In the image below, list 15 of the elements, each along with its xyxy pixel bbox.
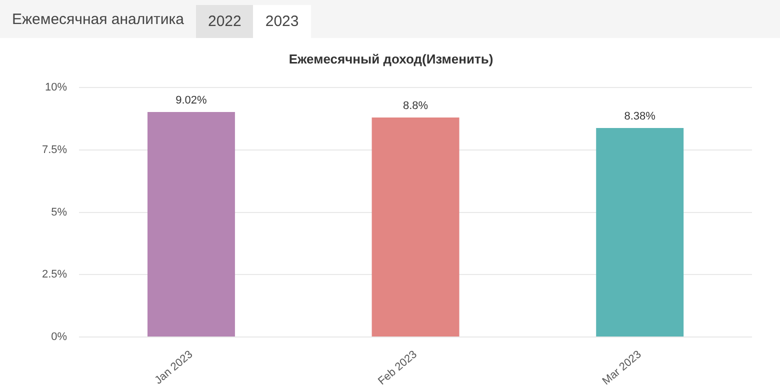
data-label: 8.8% (402, 100, 428, 112)
data-label: 8.38% (624, 110, 656, 123)
y-tick-label: 0% (51, 331, 68, 344)
chart-title: Ежемесячный доход(Изменить) (288, 51, 494, 66)
bar (372, 118, 460, 337)
y-tick-label: 7.5% (42, 144, 68, 156)
y-tick-label: 2.5% (42, 268, 68, 281)
text: 2022 (196, 5, 254, 38)
text: Ежемесячная аналитика (11, 10, 185, 30)
text: 2023 (253, 5, 311, 38)
bar (596, 128, 684, 337)
y-tick-label: 5% (51, 206, 68, 218)
y-tick-label: 10% (45, 82, 68, 94)
bar (147, 112, 235, 337)
data-label: 9.02% (176, 94, 208, 107)
